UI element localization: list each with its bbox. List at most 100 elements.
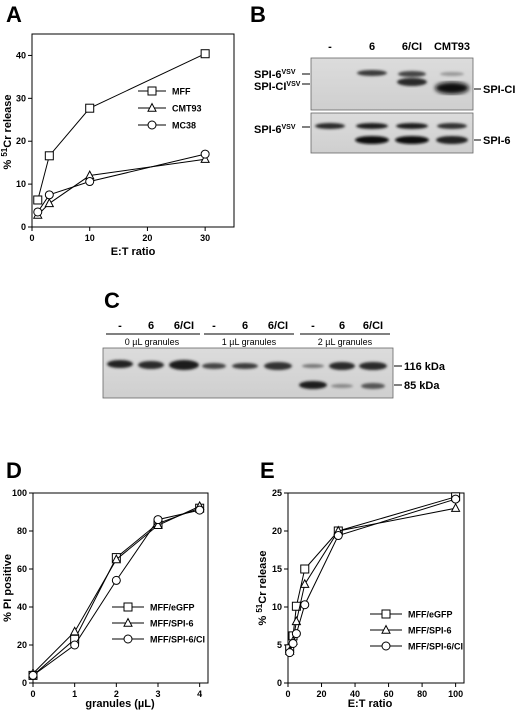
legend-marker-d-1	[123, 617, 133, 627]
x-tick-label-a-1: 10	[85, 233, 95, 243]
blot-b-label-spi6-vsv-bottom: SPI-6VSV	[254, 124, 296, 136]
y-axis-label-d: % PI positive	[2, 554, 14, 622]
band-c-7-upper	[302, 364, 324, 368]
band-c-1-upper	[107, 360, 133, 368]
legend-label-d-1: MFF/SPI-6	[150, 619, 194, 629]
band-c-7-lower	[299, 381, 327, 389]
legend-marker-e-2	[381, 641, 391, 651]
blot-b-bottom-membrane	[310, 112, 474, 154]
series-line-a-1	[37, 158, 206, 216]
blot-b-bottom-bands	[315, 123, 468, 144]
data-point-e-2-1	[288, 638, 298, 648]
data-point-a-1-1	[44, 197, 55, 208]
blot-c-group-1: 0 µL granules	[125, 337, 180, 347]
series-a-square	[33, 49, 210, 205]
x-tick-label-e-2: 40	[350, 689, 360, 699]
series-e	[284, 492, 461, 658]
legend-marker-a-0	[147, 86, 157, 96]
data-point-d-2-0	[28, 670, 38, 680]
data-point-e-1-2	[291, 615, 302, 626]
data-point-e-2-0	[285, 648, 295, 658]
data-point-d-1-3	[153, 519, 163, 529]
x-tick-label-d-1: 1	[72, 689, 77, 699]
y-tick-label-a-1: 10	[16, 179, 26, 189]
panel-label-a: A	[6, 2, 22, 27]
x-tick-label-e-5: 100	[448, 689, 463, 699]
panel-label-e: E	[260, 458, 275, 483]
y-tick-label-a-0: 0	[21, 222, 26, 232]
data-point-a-0-1	[44, 151, 54, 161]
blot-c-group-2: 1 µL granules	[222, 337, 277, 347]
y-tick-label-d-5: 100	[12, 488, 27, 498]
data-point-a-0-2	[85, 103, 95, 113]
plot-frame-d	[32, 492, 209, 684]
y-tick-label-e-0: 0	[277, 678, 282, 688]
blot-b-lane-3: 6/CI	[402, 41, 422, 53]
legend-label-a-2: MC38	[172, 121, 196, 131]
series-d-triangle	[28, 500, 205, 678]
x-tick-label-a-2: 20	[142, 233, 152, 243]
legend-label-d-0: MFF/eGFP	[150, 603, 195, 613]
blot-b-lane-4: CMT93	[434, 41, 470, 53]
blot-c-lane-6: 6/CI	[268, 320, 288, 332]
blot-c-lane-5: 6	[242, 320, 248, 332]
band-c-9-upper	[359, 362, 387, 370]
band-c-9-lower	[361, 383, 385, 389]
blot-b-label-spici: SPI-CI	[483, 84, 515, 96]
x-tick-label-d-4: 4	[197, 689, 202, 699]
y-axis-label-a: % 51Cr release	[0, 95, 14, 170]
legend-e: MFF/eGFP MFF/SPI-6 MFF/SPI-6/CI	[370, 609, 463, 652]
data-point-d-2-1	[70, 640, 80, 650]
data-point-e-0-2	[291, 601, 301, 611]
x-tick-label-e-1: 20	[317, 689, 327, 699]
data-point-d-2-3	[153, 515, 163, 525]
legend-label-e-2: MFF/SPI-6/CI	[408, 642, 463, 652]
y-tick-label-d-1: 20	[17, 640, 27, 650]
blot-b-top-bands	[357, 70, 464, 86]
y-tick-label-d-3: 60	[17, 564, 27, 574]
y-tick-label-e-3: 15	[272, 564, 282, 574]
band-b-bot-2-lower	[355, 136, 389, 144]
panel-label-b: B	[250, 2, 266, 27]
band-b-top-6ci-b	[397, 78, 427, 86]
blot-c-lane-1: -	[118, 320, 122, 332]
data-point-a-0-3	[200, 49, 210, 59]
data-point-d-1-2	[111, 554, 122, 564]
legend-marker-a-1	[147, 102, 157, 112]
data-point-d-1-1	[69, 626, 80, 636]
blot-c-group-3: 2 µL granules	[318, 337, 373, 347]
band-c-5-upper	[232, 363, 258, 369]
y-tick-label-d-2: 40	[17, 602, 27, 612]
legend-marker-d-2	[123, 634, 133, 644]
series-e-circle	[285, 494, 461, 658]
y-tick-label-a-3: 30	[16, 93, 26, 103]
series-a-triangle	[32, 153, 210, 219]
band-b-top-cmt93-faint	[440, 72, 464, 76]
blot-b-label-spici-vsv: SPI-CIVSV	[254, 81, 301, 93]
blot-b-label-spi6: SPI-6	[483, 135, 511, 147]
series-d-square	[28, 503, 205, 680]
band-c-6-upper	[264, 362, 292, 370]
blot-c-marker-116: 116 kDa	[404, 361, 446, 373]
legend-label-e-0: MFF/eGFP	[408, 610, 453, 620]
data-point-a-2-2	[85, 177, 95, 187]
data-point-a-2-3	[200, 149, 210, 159]
legend-label-e-1: MFF/SPI-6	[408, 626, 452, 636]
blot-b-lane-2: 6	[369, 41, 375, 53]
data-point-e-2-5	[451, 494, 461, 504]
band-b-top-6	[357, 70, 387, 76]
band-b-bot-2-upper	[356, 123, 388, 129]
band-b-top-6ci-a	[398, 71, 426, 77]
band-c-8-lower	[331, 384, 353, 388]
series-d-circle	[28, 505, 205, 680]
band-b-bot-4-upper	[437, 123, 467, 129]
blot-c-lane-3: 6/CI	[174, 320, 194, 332]
band-b-bot-1-upper	[315, 123, 345, 129]
chart-a: 0 10 20 30 0 10 20 30 40 E:T ratio % 51Cr releas…	[0, 33, 235, 258]
legend-d: MFF/eGFP MFF/SPI-6 MFF/SPI-6/CI	[112, 602, 205, 645]
y-tick-label-d-4: 80	[17, 526, 27, 536]
plot-frame-a	[31, 33, 235, 228]
x-tick-label-d-3: 3	[155, 689, 160, 699]
series-line-d-0	[32, 507, 200, 676]
